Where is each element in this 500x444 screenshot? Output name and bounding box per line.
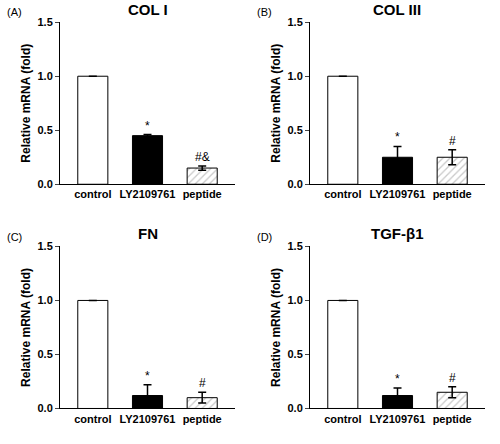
svg-text:(A): (A) bbox=[7, 6, 22, 18]
svg-text:Relative mRNA (fold): Relative mRNA (fold) bbox=[269, 268, 283, 387]
svg-text:control: control bbox=[74, 413, 111, 425]
svg-text:*: * bbox=[145, 119, 150, 133]
svg-text:0.0: 0.0 bbox=[288, 402, 303, 414]
svg-text:LY2109761: LY2109761 bbox=[370, 188, 426, 200]
svg-text:#: # bbox=[449, 371, 456, 385]
svg-text:peptide: peptide bbox=[433, 188, 472, 200]
svg-text:control: control bbox=[324, 413, 361, 425]
svg-text:1.0: 1.0 bbox=[38, 294, 53, 306]
svg-text:*: * bbox=[395, 372, 400, 386]
svg-text:LY2109761: LY2109761 bbox=[120, 188, 176, 200]
svg-text:TGF-β1: TGF-β1 bbox=[371, 225, 424, 242]
svg-text:peptide: peptide bbox=[183, 188, 222, 200]
svg-text:control: control bbox=[74, 188, 111, 200]
svg-text:0.0: 0.0 bbox=[288, 178, 303, 190]
svg-text:0.0: 0.0 bbox=[38, 178, 53, 190]
svg-text:Relative mRNA (fold): Relative mRNA (fold) bbox=[269, 44, 283, 163]
svg-text:1.0: 1.0 bbox=[288, 70, 303, 82]
svg-text:COL III: COL III bbox=[373, 1, 421, 18]
svg-text:COL I: COL I bbox=[128, 1, 168, 18]
svg-text:(D): (D) bbox=[257, 231, 272, 243]
svg-text:1.0: 1.0 bbox=[38, 70, 53, 82]
svg-text:FN: FN bbox=[138, 225, 158, 242]
svg-text:1.5: 1.5 bbox=[38, 16, 53, 28]
svg-text:peptide: peptide bbox=[433, 413, 472, 425]
svg-text:1.5: 1.5 bbox=[288, 240, 303, 252]
svg-text:(B): (B) bbox=[257, 6, 272, 18]
svg-text:LY2109761: LY2109761 bbox=[370, 413, 426, 425]
svg-text:0.5: 0.5 bbox=[288, 348, 303, 360]
svg-text:0.5: 0.5 bbox=[288, 124, 303, 136]
svg-text:peptide: peptide bbox=[183, 413, 222, 425]
svg-text:Relative mRNA (fold): Relative mRNA (fold) bbox=[19, 268, 33, 387]
svg-text:control: control bbox=[324, 188, 361, 200]
svg-text:*: * bbox=[145, 369, 150, 383]
svg-text:Relative mRNA (fold): Relative mRNA (fold) bbox=[19, 44, 33, 163]
svg-text:1.5: 1.5 bbox=[38, 240, 53, 252]
svg-text:LY2109761: LY2109761 bbox=[120, 413, 176, 425]
svg-text:0.5: 0.5 bbox=[38, 124, 53, 136]
svg-text:#: # bbox=[449, 134, 456, 148]
svg-text:#&: #& bbox=[195, 150, 210, 164]
svg-text:0.0: 0.0 bbox=[38, 402, 53, 414]
svg-text:(C): (C) bbox=[7, 231, 22, 243]
svg-text:*: * bbox=[395, 130, 400, 144]
svg-text:1.5: 1.5 bbox=[288, 16, 303, 28]
svg-text:0.5: 0.5 bbox=[38, 348, 53, 360]
svg-text:1.0: 1.0 bbox=[288, 294, 303, 306]
svg-text:#: # bbox=[199, 376, 206, 390]
